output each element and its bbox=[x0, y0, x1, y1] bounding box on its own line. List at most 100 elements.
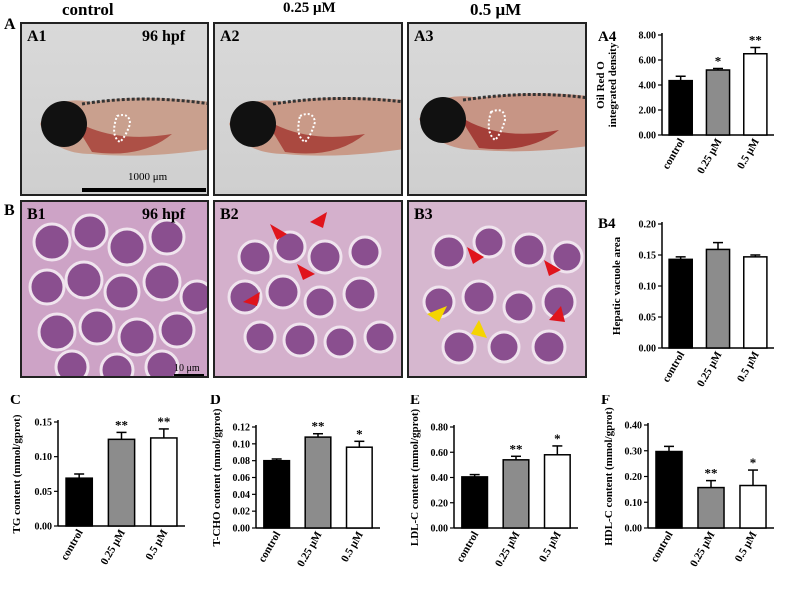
y-tick-label: 0.15 bbox=[639, 251, 657, 262]
y-tick-label: 0.20 bbox=[431, 498, 449, 509]
x-tick-label: control bbox=[660, 350, 687, 385]
bar-1 bbox=[107, 438, 136, 527]
panel-label-b2: B2 bbox=[220, 206, 239, 223]
y-tick-label: 0.80 bbox=[431, 423, 449, 434]
y-tick-label: 2.00 bbox=[639, 106, 657, 117]
significance-mark: * bbox=[356, 426, 363, 441]
chart-panel-label: A4 bbox=[598, 29, 617, 45]
y-axis-label: Oil Red O bbox=[595, 61, 607, 109]
x-tick-label: 0.25 μM bbox=[493, 529, 523, 569]
bar-0 bbox=[668, 79, 693, 136]
x-tick-label: 0.25 μM bbox=[98, 527, 128, 567]
panel-label-b1: B1 bbox=[27, 206, 46, 223]
y-tick-label: 8.00 bbox=[639, 31, 657, 42]
chart-c: C TG content (mmol/gprot) 0.00 0.05 0.10 0.15… bbox=[10, 395, 185, 567]
y-axis-label: integrated density bbox=[607, 42, 619, 127]
y-tick-label: 4.00 bbox=[639, 81, 657, 92]
significance-mark: ** bbox=[510, 441, 523, 456]
fish-image-a1: A1 96 hpf 1000 μm bbox=[20, 22, 209, 196]
x-tick-label: 0.5 μM bbox=[735, 136, 762, 171]
y-tick-label: 0.20 bbox=[625, 472, 643, 483]
bar-1 bbox=[304, 436, 332, 529]
bar-0 bbox=[655, 450, 683, 529]
x-tick-label: 0.5 μM bbox=[143, 527, 170, 562]
y-tick-label: 0.12 bbox=[233, 423, 251, 434]
y-axis-label: T-CHO content (mmol/gprot) bbox=[211, 408, 223, 546]
x-tick-label: 0.25 μM bbox=[695, 136, 725, 176]
y-axis-label: LDL-C content (mmol/gprot) bbox=[409, 409, 421, 547]
y-tick-label: 0.10 bbox=[35, 452, 53, 463]
fish-drawing bbox=[40, 97, 207, 156]
x-tick-label: control bbox=[256, 530, 283, 565]
bar-1 bbox=[705, 248, 731, 349]
y-tick-label: 0.00 bbox=[625, 524, 643, 535]
bar-2 bbox=[743, 256, 768, 349]
chart-d: DT-CHO content (mmol/gprot) 0.00 0.02 0.04 0… bbox=[210, 395, 380, 569]
histology-image-b3: B3 bbox=[407, 200, 587, 378]
x-tick-label: 0.5 μM bbox=[735, 349, 762, 384]
chart-b4: B4 Hepatic vacuole area 0.00 0.05 0.10 0.15 0.… bbox=[598, 216, 774, 389]
bar-1 bbox=[502, 459, 530, 529]
y-axis-label: HDL-C content (mmol/gprot) bbox=[603, 407, 615, 546]
histology-drawing bbox=[22, 202, 207, 376]
bar-0 bbox=[461, 476, 489, 529]
fish-drawing bbox=[229, 96, 401, 156]
column-title-control: control bbox=[62, 0, 114, 19]
chart-panel-label: C bbox=[10, 395, 21, 408]
y-tick-label: 0.02 bbox=[233, 507, 251, 518]
scale-bar-b-label: 10 μm bbox=[174, 363, 200, 374]
panel-label-a1: A1 bbox=[27, 28, 47, 45]
y-tick-label: 0.40 bbox=[625, 421, 643, 432]
histology-drawing bbox=[409, 202, 585, 376]
x-tick-label: control bbox=[454, 530, 481, 565]
y-tick-label: 0.05 bbox=[639, 313, 657, 324]
bar-0 bbox=[668, 258, 693, 349]
fish-image-a3: A3 bbox=[407, 22, 587, 196]
y-tick-label: 0.20 bbox=[639, 220, 657, 231]
scale-bar-a-label: 1000 μm bbox=[128, 171, 168, 183]
section-label-b: B bbox=[4, 202, 15, 219]
section-label-a: A bbox=[4, 16, 16, 33]
bar-2 bbox=[743, 53, 768, 136]
chart-panel-label: E bbox=[410, 395, 420, 408]
x-tick-label: 0.5 μM bbox=[339, 529, 366, 564]
y-tick-label: 0.06 bbox=[233, 473, 251, 484]
y-tick-label: 0.10 bbox=[233, 439, 251, 450]
x-tick-label: 0.25 μM bbox=[295, 529, 325, 569]
y-tick-label: 0.10 bbox=[625, 498, 643, 509]
y-axis-label: TG content (mmol/gprot) bbox=[11, 414, 23, 533]
y-tick-label: 0.00 bbox=[233, 524, 251, 535]
bar-2 bbox=[345, 446, 373, 529]
histology-image-b2: B2 bbox=[213, 200, 403, 378]
chart-panel-label: B4 bbox=[598, 216, 616, 232]
y-tick-label: 0.10 bbox=[639, 282, 657, 293]
x-tick-label: control bbox=[649, 530, 676, 565]
panel-label-b3: B3 bbox=[414, 206, 433, 223]
histology-image-b1: B1 96 hpf 10 μm bbox=[20, 200, 209, 378]
y-tick-label: 6.00 bbox=[639, 56, 657, 67]
column-title-05: 0.5 μM bbox=[470, 0, 522, 19]
chart-panel-label: F bbox=[601, 395, 610, 408]
bar-0 bbox=[263, 459, 291, 529]
column-title-025: 0.25 μM bbox=[283, 0, 336, 16]
bar-1 bbox=[705, 69, 731, 136]
y-tick-label: 0.15 bbox=[35, 418, 53, 429]
panel-label-a3: A3 bbox=[414, 28, 434, 45]
y-tick-label: 0.00 bbox=[639, 344, 657, 355]
y-axis-label: Hepatic vacuole area bbox=[611, 236, 623, 335]
y-tick-label: 0.08 bbox=[233, 456, 251, 467]
significance-mark: ** bbox=[749, 33, 762, 48]
fish-image-a2: A2 bbox=[213, 22, 403, 196]
significance-mark: * bbox=[715, 54, 722, 69]
significance-mark: * bbox=[750, 455, 757, 470]
bar-1 bbox=[697, 486, 725, 529]
y-tick-label: 0.30 bbox=[625, 446, 643, 457]
y-tick-label: 0.00 bbox=[35, 522, 53, 533]
chart-panel-label: D bbox=[210, 395, 221, 408]
panel-label-a2: A2 bbox=[220, 28, 240, 45]
x-tick-label: control bbox=[59, 528, 86, 563]
fish-drawing bbox=[419, 92, 585, 152]
